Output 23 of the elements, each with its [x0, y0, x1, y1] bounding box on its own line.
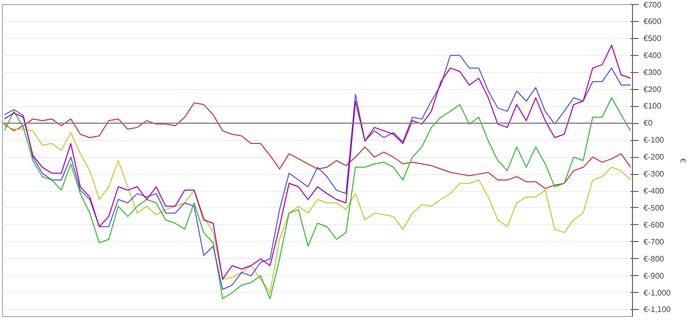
y-tick-label: €100 — [644, 102, 662, 111]
y-tick-label: €300 — [644, 68, 662, 77]
y-tick-label: €-800 — [644, 254, 665, 264]
y-tick-label: €0 — [644, 118, 653, 128]
y-tick-label: €-500 — [644, 203, 665, 212]
y-tick-label: €-900 — [644, 271, 665, 280]
y-tick-label: €-400 — [644, 186, 665, 196]
y-tick-label: €-700 — [644, 237, 665, 246]
y-tick-label: €-1,000 — [644, 288, 672, 298]
y-tick-label: €200 — [644, 84, 662, 94]
y-tick-label: €600 — [644, 16, 662, 26]
line-series — [4, 125, 632, 294]
y-tick-label: €500 — [644, 34, 662, 43]
line-series — [4, 97, 632, 300]
y-tick-label: €-1,100 — [644, 305, 672, 314]
y-tick-label: €-100 — [644, 136, 665, 145]
y-tick-label: €-600 — [644, 220, 665, 230]
y-tick-label: €700 — [644, 0, 662, 10]
line-series — [4, 102, 632, 189]
y-tick-label: €-200 — [644, 152, 665, 162]
y-axis-title: € — [678, 158, 688, 164]
y-tick-label: €-300 — [644, 170, 665, 179]
y-tick-label: €400 — [644, 50, 662, 60]
